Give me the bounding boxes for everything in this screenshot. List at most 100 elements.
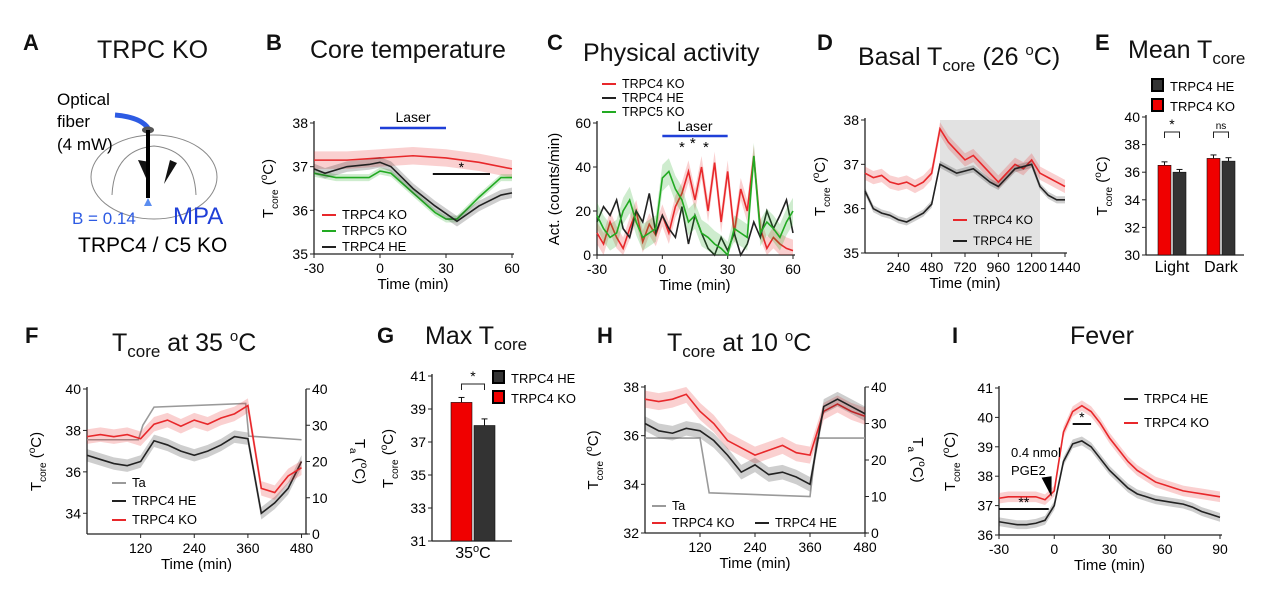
y-tick-label: 39 xyxy=(977,439,993,455)
significance-bracket xyxy=(1213,131,1229,138)
y-tick-label: 35 xyxy=(843,245,859,261)
title-segment: at 10 xyxy=(715,329,785,357)
label-segment: a xyxy=(347,448,358,454)
sem-band xyxy=(865,160,1065,226)
x-tick-label: 480 xyxy=(853,539,877,555)
legend: TRPC4 HE TRPC4 KO xyxy=(1151,78,1235,114)
brain-outline xyxy=(90,134,218,220)
series-line-trpc4-ko xyxy=(998,404,1221,501)
label-segment: o xyxy=(259,174,270,180)
label-segment: C) xyxy=(351,468,368,484)
legend-label: TRPC4 HE xyxy=(1144,391,1209,406)
y-tick-label: 34 xyxy=(65,505,81,521)
x-axis-label: Time (min) xyxy=(659,277,730,294)
label-segment: C) xyxy=(585,430,602,446)
label-segment: o xyxy=(358,463,369,469)
label-segment: C) xyxy=(909,467,926,483)
chart-panel-e: 30 32 34 36 38 40 Tcore (oC) Light Dark * ns TRPC4 … xyxy=(1093,78,1244,276)
label-segment: o xyxy=(584,446,595,452)
stimulus-name-label: PGE2 xyxy=(1011,463,1046,478)
title-segment: (26 xyxy=(975,43,1026,71)
sem-band xyxy=(314,167,512,223)
legend-label: TRPC4 HE xyxy=(973,234,1032,248)
label-segment: C) xyxy=(260,159,277,175)
y-axis-label: Act. (counts/min) xyxy=(546,133,563,246)
panel-title-c: Physical activity xyxy=(583,41,759,66)
bar-trpc4-he xyxy=(1172,171,1187,256)
label-segment: C) xyxy=(28,432,45,448)
legend-label: TRPC4 KO xyxy=(132,512,197,527)
y-tick-label: 36 xyxy=(623,428,639,444)
title-segment: o xyxy=(784,328,794,345)
y-tick-label: 35 xyxy=(292,246,308,262)
legend: Ta TRPC4 HE TRPC4 KO xyxy=(112,475,197,527)
series-line-trpc4-ko xyxy=(644,393,866,457)
label-segment: o xyxy=(941,447,952,453)
legend-label: TRPC4 KO xyxy=(1170,99,1235,114)
label-segment: o xyxy=(811,172,822,178)
x-category-label: Dark xyxy=(1204,259,1239,276)
y-tick-label: 32 xyxy=(623,525,639,541)
region-label: MPA xyxy=(173,203,223,230)
series-line-trpc5-ko xyxy=(596,155,794,257)
series-line-ta xyxy=(645,437,865,498)
y-tick-label: 36 xyxy=(843,201,859,217)
laser-label: Laser xyxy=(395,109,430,125)
y2-tick-label: 40 xyxy=(871,379,887,395)
panel-title-b: Core temperature xyxy=(310,38,506,63)
significance-label: * xyxy=(1169,116,1175,132)
y-tick-label: 38 xyxy=(292,115,308,131)
y-axis-label: Tcore (oC) xyxy=(379,429,401,488)
label-segment: T xyxy=(28,482,45,491)
x-tick-label: -30 xyxy=(304,260,324,276)
panel-label-d: D xyxy=(817,30,833,55)
label-segment: T xyxy=(812,207,829,216)
significance-bracket xyxy=(461,383,485,390)
legend-label: TRPC4 KO xyxy=(342,207,407,222)
bregma-label: B = 0.14 xyxy=(72,209,136,228)
x-tick-label: 120 xyxy=(688,539,712,555)
panel-label-e: E xyxy=(1095,30,1110,55)
y2-tick-label: 0 xyxy=(312,526,320,542)
label-segment: C) xyxy=(942,432,959,448)
x-tick-label: 480 xyxy=(920,259,944,275)
fiber-label-1: Optical xyxy=(57,90,110,109)
x-tick-label: 60 xyxy=(785,261,801,277)
legend-label: Ta xyxy=(132,475,147,490)
x-axis-label: Time (min) xyxy=(377,276,448,293)
legend-label: TRPC4 HE xyxy=(511,371,576,386)
sem-band xyxy=(999,400,1220,506)
title-segment: core xyxy=(494,335,528,354)
label-segment: T xyxy=(909,437,926,446)
label-segment: core xyxy=(1104,187,1115,207)
title-segment: core xyxy=(127,342,161,361)
title-segment: C xyxy=(793,329,812,357)
y2-axis-label: Ta (oC) xyxy=(905,437,927,482)
panel-title-g: Max Tcore xyxy=(425,324,527,357)
legend-label: TRPC4 HE xyxy=(1170,79,1235,94)
y-axis-label: Tcore (oC) xyxy=(584,430,606,489)
sem-band xyxy=(645,391,865,492)
x-category-label: Light xyxy=(1155,259,1190,276)
label-segment: o xyxy=(1093,172,1104,178)
y-tick-label: 41 xyxy=(977,380,993,396)
significance-label: * xyxy=(470,368,476,384)
panel-label-c: C xyxy=(547,30,563,55)
x-tick-label: 1440 xyxy=(1049,259,1080,275)
y-tick-label: 31 xyxy=(410,533,426,549)
title-segment: core xyxy=(942,56,976,75)
significance-label: ** xyxy=(1018,494,1029,510)
x-axis-label: Time (min) xyxy=(929,275,1000,292)
x-axis-label: Time (min) xyxy=(719,555,790,572)
laser-label: Laser xyxy=(677,118,712,134)
legend-swatch xyxy=(1151,78,1164,92)
legend: TRPC4 HE TRPC4 KO xyxy=(492,370,576,406)
chart-panel-b: 35 36 37 38 Tcore (oC) -30 0 30 60 Time (min) Lase… xyxy=(259,109,520,293)
label-segment: ( xyxy=(351,454,368,463)
bar-trpc4-he xyxy=(1221,160,1236,256)
y2-tick-label: 0 xyxy=(871,525,879,541)
injection-arrowhead-icon xyxy=(1041,476,1052,497)
label-segment: ( xyxy=(812,178,829,187)
